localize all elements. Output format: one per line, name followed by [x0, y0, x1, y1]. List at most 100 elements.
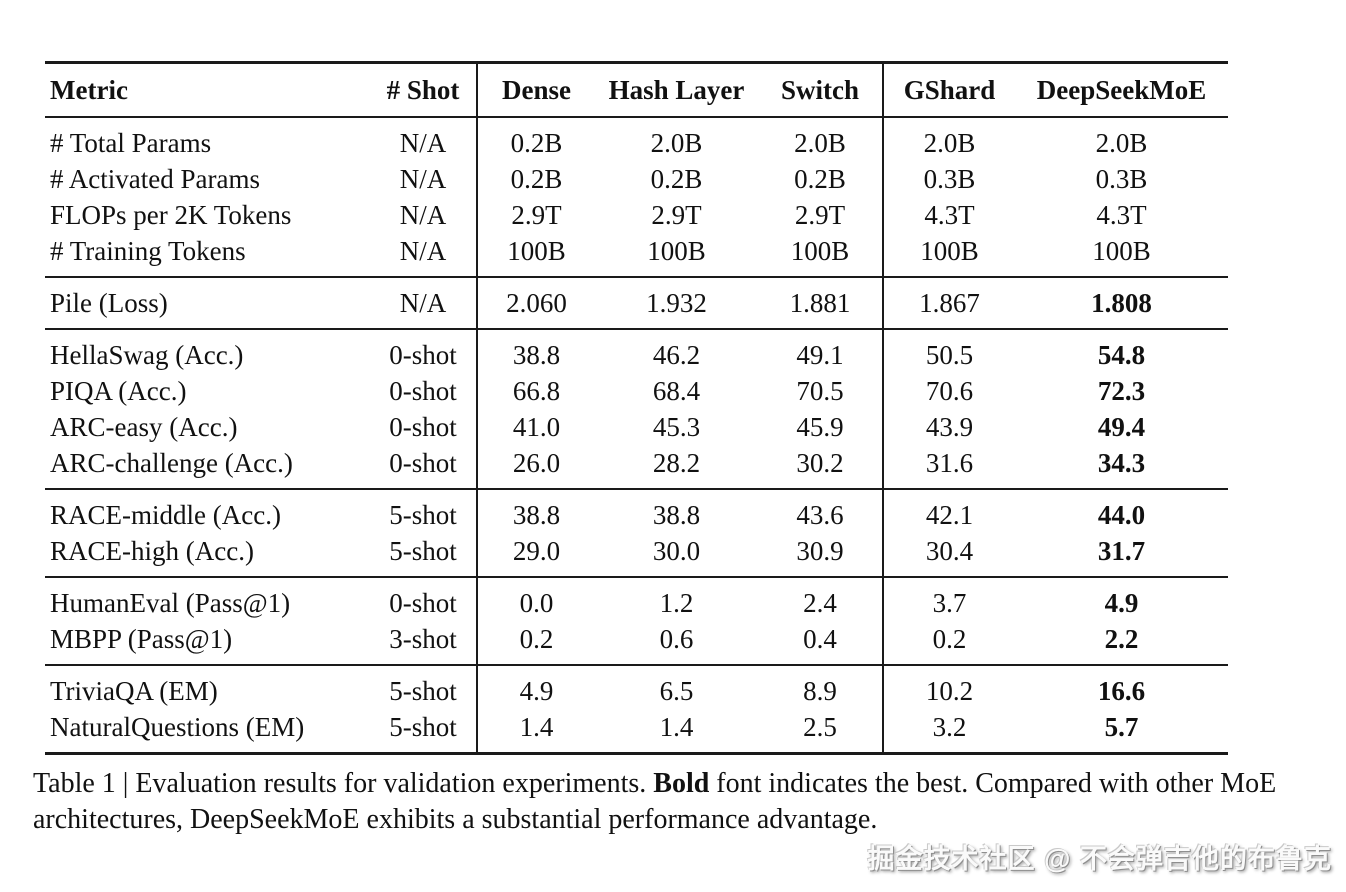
metric-cell: RACE-middle (Acc.)	[50, 500, 281, 530]
table-row-humaneval-pass-1: HumanEval (Pass@1) 0-shot 0.0 1.2 2.4 3.7 4.9	[45, 577, 1228, 621]
value-cell: 0.2	[519, 624, 554, 654]
value-cell: 4.9	[1104, 588, 1139, 618]
table-row-pile-loss: Pile (Loss) N/A 2.060 1.932 1.881 1.867 1.808	[45, 277, 1228, 329]
value-cell: 3.2	[932, 712, 967, 742]
row-group-zero-shot-accuracy: HellaSwag (Acc.) 0-shot 38.8 46.2 49.1 50.5 54…	[45, 329, 1228, 489]
value-cell: 1.881	[758, 277, 884, 329]
value-cell: 6.5	[659, 676, 694, 706]
metric-cell: HellaSwag (Acc.)	[50, 340, 244, 370]
value-cell: 1.808	[1091, 288, 1152, 318]
value-cell: 2.0B	[758, 117, 884, 161]
value-cell: 2.0B	[1095, 128, 1148, 158]
value-cell: 100B	[758, 233, 884, 277]
column-header-switch: Switch	[758, 62, 884, 117]
row-group-open-domain-qa: TriviaQA (EM) 5-shot 4.9 6.5 8.9 10.2 16.6 Natu…	[45, 665, 1228, 754]
row-group-pile-loss: Pile (Loss) N/A 2.060 1.932 1.881 1.867 1.808	[45, 277, 1228, 329]
value-cell: 1.4	[659, 712, 694, 742]
value-cell: 3.7	[932, 588, 967, 618]
value-cell: 0.3B	[1095, 164, 1148, 194]
value-cell: 2.9T	[758, 197, 884, 233]
metric-cell: Pile (Loss)	[50, 288, 168, 318]
value-cell: 0.2	[932, 624, 967, 654]
value-cell: 100B	[1092, 236, 1151, 266]
value-cell: 0.2B	[758, 161, 884, 197]
value-cell: N/A	[370, 161, 478, 197]
value-cell: 5.7	[1104, 712, 1139, 742]
value-cell: 8.9	[758, 665, 884, 709]
value-cell: 2.4	[758, 577, 884, 621]
value-cell: 1.2	[659, 588, 694, 618]
value-cell: 4.3T	[1096, 200, 1147, 230]
table-row-hellaswag-acc: HellaSwag (Acc.) 0-shot 38.8 46.2 49.1 50.5 54…	[45, 329, 1228, 373]
metric-cell: RACE-high (Acc.)	[50, 536, 254, 566]
value-cell: 0.6	[659, 624, 694, 654]
metric-cell: NaturalQuestions (EM)	[50, 712, 305, 742]
value-cell: N/A	[370, 277, 478, 329]
table-row-triviaqa-em: TriviaQA (EM) 5-shot 4.9 6.5 8.9 10.2 16.6	[45, 665, 1228, 709]
table-header: Metric # Shot Dense Hash Layer Switch GShard D…	[45, 62, 1228, 117]
column-header-gshard: GShard	[903, 75, 996, 105]
value-cell: 38.8	[652, 500, 701, 530]
value-cell: 38.8	[512, 500, 561, 530]
value-cell: 2.5	[758, 709, 884, 754]
value-cell: 10.2	[925, 676, 974, 706]
value-cell: 30.0	[652, 536, 701, 566]
value-cell: 0.2B	[650, 164, 703, 194]
column-header-shot: # Shot	[370, 62, 478, 117]
value-cell: 2.9T	[511, 200, 562, 230]
table-header-row: Metric # Shot Dense Hash Layer Switch GShard D…	[45, 62, 1228, 117]
value-cell: 28.2	[652, 448, 701, 478]
value-cell: 0-shot	[370, 409, 478, 445]
metric-cell: TriviaQA (EM)	[50, 676, 218, 706]
value-cell: 1.867	[919, 288, 980, 318]
value-cell: 0-shot	[370, 577, 478, 621]
value-cell: 0.3B	[923, 164, 976, 194]
table-row-activated-params: # Activated Params N/A 0.2B 0.2B 0.2B 0.3B 0.3…	[45, 161, 1228, 197]
value-cell: 44.0	[1097, 500, 1146, 530]
caption-bold-word: Bold	[653, 768, 710, 799]
value-cell: 45.9	[758, 409, 884, 445]
value-cell: 5-shot	[370, 533, 478, 577]
value-cell: 4.3T	[924, 200, 975, 230]
value-cell: 34.3	[1097, 448, 1146, 478]
value-cell: 50.5	[925, 340, 974, 370]
value-cell: 41.0	[512, 412, 561, 442]
table-row-race-middle-acc: RACE-middle (Acc.) 5-shot 38.8 38.8 43.6 42.1…	[45, 489, 1228, 533]
metric-cell: ARC-challenge (Acc.)	[50, 448, 293, 478]
value-cell: 49.4	[1097, 412, 1146, 442]
caption-text-suffix: font indicates the best. Compared with o…	[33, 768, 1277, 835]
row-group-model-specs: # Total Params N/A 0.2B 2.0B 2.0B 2.0B 2.0B # A…	[45, 117, 1228, 277]
value-cell: 29.0	[512, 536, 561, 566]
value-cell: 5-shot	[370, 709, 478, 754]
table-row-piqa-acc: PIQA (Acc.) 0-shot 66.8 68.4 70.5 70.6 72.3	[45, 373, 1228, 409]
metric-cell: # Total Params	[50, 128, 212, 158]
value-cell: 0.2B	[510, 128, 563, 158]
value-cell: 100B	[507, 236, 566, 266]
value-cell: 30.4	[925, 536, 974, 566]
column-header-deepseekmoe: DeepSeekMoE	[1036, 75, 1207, 105]
value-cell: 0-shot	[370, 373, 478, 409]
value-cell: 16.6	[1097, 676, 1146, 706]
evaluation-results-table: Metric # Shot Dense Hash Layer Switch GShard D…	[45, 61, 1228, 755]
value-cell: 2.0B	[923, 128, 976, 158]
table-row-arc-challenge-acc: ARC-challenge (Acc.) 0-shot 26.0 28.2 30.2 31…	[45, 445, 1228, 489]
value-cell: 72.3	[1097, 376, 1146, 406]
value-cell: 1.932	[646, 288, 707, 318]
value-cell: 30.9	[758, 533, 884, 577]
table-row-total-params: # Total Params N/A 0.2B 2.0B 2.0B 2.0B 2.0B	[45, 117, 1228, 161]
value-cell: 0.4	[758, 621, 884, 665]
value-cell: 0-shot	[370, 445, 478, 489]
metric-cell: FLOPs per 2K Tokens	[50, 200, 292, 230]
caption-text-prefix: Table 1 | Evaluation results for validat…	[33, 768, 654, 799]
value-cell: 100B	[647, 236, 706, 266]
table-caption: Table 1 | Evaluation results for validat…	[33, 766, 1283, 838]
metric-cell: # Training Tokens	[50, 236, 246, 266]
column-header-hash-layer: Hash Layer	[608, 75, 745, 105]
value-cell: 43.6	[758, 489, 884, 533]
value-cell: 2.2	[1104, 624, 1139, 654]
value-cell: 66.8	[512, 376, 561, 406]
value-cell: 0-shot	[370, 329, 478, 373]
watermark: 掘金技术社区 @ 不会弹吉他的布鲁克	[867, 844, 1332, 874]
value-cell: 1.4	[519, 712, 554, 742]
metric-cell: # Activated Params	[50, 164, 260, 194]
